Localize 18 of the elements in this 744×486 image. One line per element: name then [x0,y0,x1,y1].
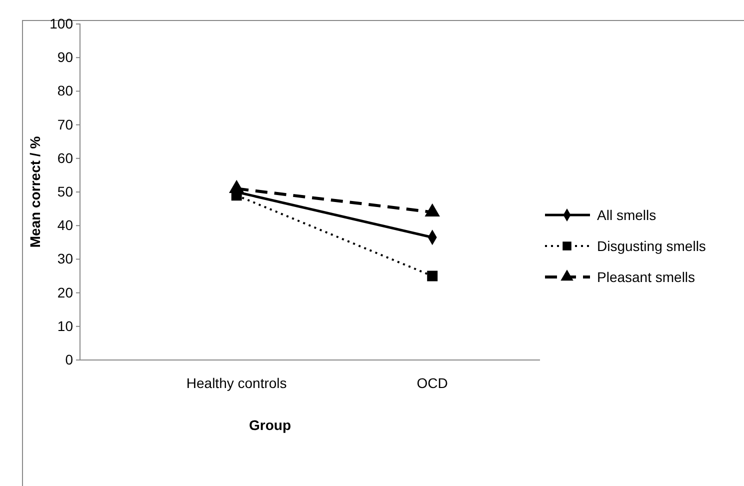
y-tick-label: 20 [57,284,74,300]
legend-label: Disgusting smells [597,238,706,254]
x-axis-title: Group [249,417,291,433]
x-tick-label: Healthy controls [186,375,287,391]
y-tick-label: 30 [57,250,74,267]
y-tick-label: 90 [57,49,74,66]
y-tick-label: 60 [57,150,74,166]
y-tick-label: 100 [50,15,74,32]
legend-label: All smells [597,207,656,223]
y-axis-title: Mean correct / % [27,136,43,248]
y-tick-label: 40 [57,217,74,234]
legend-label: Pleasant smells [597,269,696,285]
y-tick-label: 80 [57,82,74,99]
y-tick-label: 70 [57,116,74,132]
y-tick-label: 10 [57,318,74,334]
y-tick-label: 50 [57,183,74,200]
y-tick-label: 0 [65,351,74,368]
x-tick-label: OCD [416,375,448,391]
